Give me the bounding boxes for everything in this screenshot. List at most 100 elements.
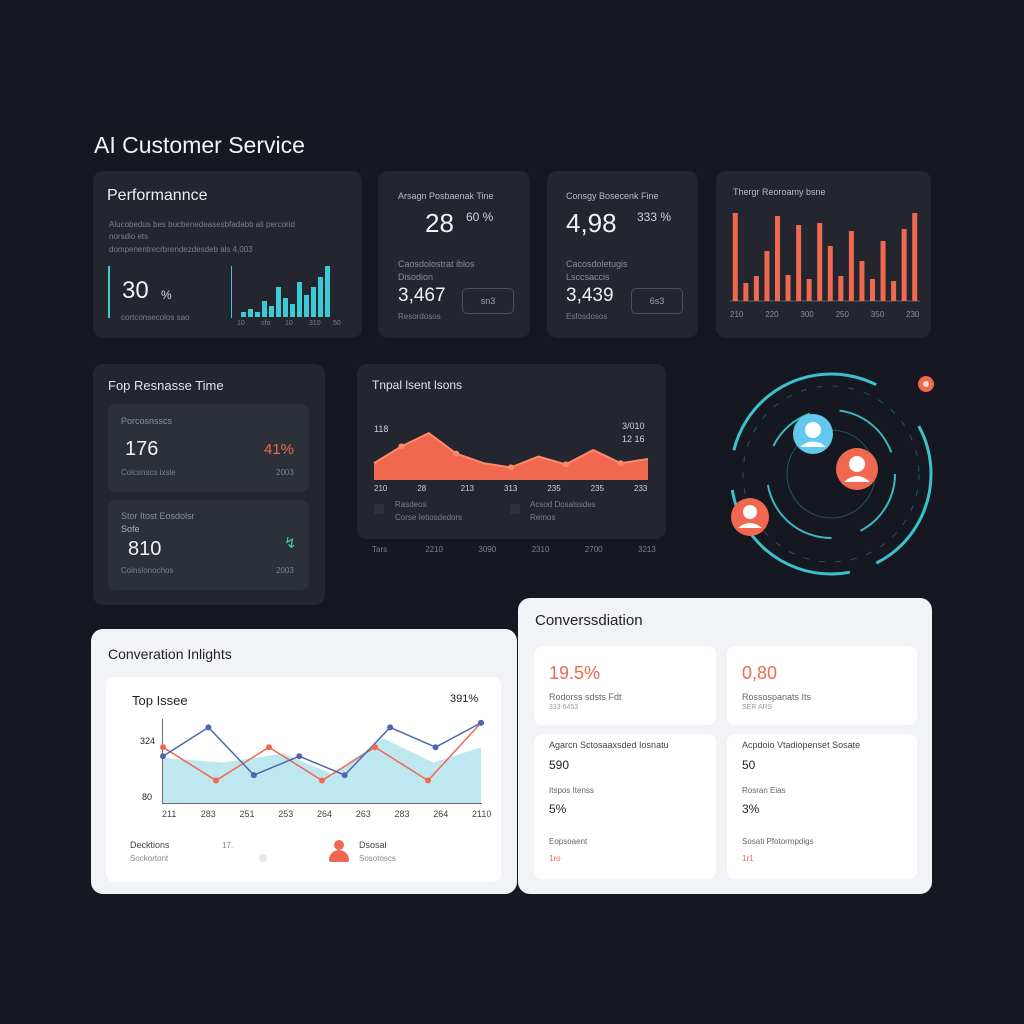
trend-below-tick-0: Tars [372, 545, 388, 554]
insights-y-axis [162, 719, 163, 803]
conversation-detail2-v2: 3% [742, 802, 760, 816]
performance-value: 30 [122, 277, 149, 304]
conversation-kpi1-label: Rodorss sdsts Fdt [549, 692, 622, 702]
trend-point [562, 461, 569, 468]
performance-bar [276, 287, 281, 317]
performance-bar [255, 311, 260, 317]
conversation-detail1-label: Itspos Itenss [549, 786, 594, 795]
performance-desc-3: dompenentrecrbrendezdesdeb als 4,003 [109, 245, 253, 254]
conversation-detail-1: Agarcn Sctosaaxsded Iosnatu 590 Itspos I… [534, 734, 716, 879]
conversation-kpi2-label: Rossospanats Its [742, 692, 812, 702]
conversation-card: Converssdiation 19.5% Rodorss sdsts Fdt … [518, 598, 932, 894]
insights-chart-pct: 391% [450, 693, 479, 705]
insights-tick-8: 2110 [472, 809, 492, 819]
conversation-kpi1-value: 19.5% [549, 663, 601, 683]
insights-blue-point [250, 772, 257, 779]
response-box1-pct: 41% [264, 441, 295, 458]
performance-bar [262, 300, 267, 317]
kpi2-button[interactable]: 6s3 [631, 288, 683, 314]
trend-below-tick-4: 2700 [584, 545, 603, 554]
orbit-graphic [729, 372, 934, 576]
insights-line-chart [160, 719, 484, 803]
bar [817, 223, 823, 301]
performance-tick-3: 310 [309, 320, 321, 327]
performance-bar [325, 265, 330, 317]
insights-coral-point [319, 777, 325, 784]
trend-legend-2b: Remos [530, 513, 556, 522]
trend-tick-3: 313 [504, 484, 518, 493]
conversation-insights-card: Converation Inlights Top Issee 391% 324 … [91, 629, 517, 894]
user-avatar-icon [327, 839, 351, 863]
conversation-kpi1-sub: 333 6453 [549, 704, 579, 711]
performance-tick-2: 10 [285, 320, 293, 327]
kpi1-label-2: Disodion [398, 272, 434, 282]
kpi1-button[interactable]: sn3 [462, 288, 514, 314]
bar-chart-tick-2: 300 [800, 310, 814, 319]
trend-below-tick-3: 2310 [531, 545, 550, 554]
performance-axis: 10 sfo 10 310 50 [237, 320, 347, 330]
response-box2-label-2: Sofe [121, 524, 140, 534]
trend-point [453, 450, 460, 457]
bar [775, 216, 780, 301]
response-box1-year: 2003 [276, 468, 294, 477]
insights-coral-point [266, 744, 272, 751]
trend-below-axis: Tars 2210 3090 2310 2700 3213 [372, 545, 656, 555]
user-avatar-icon-coral-small [731, 498, 769, 536]
legend-square-1 [374, 504, 384, 514]
conversation-detail1-v2: 5% [549, 802, 567, 816]
performance-title: Performannce [107, 187, 208, 204]
trend-tick-4: 235 [547, 484, 561, 493]
performance-tick-1: sfo [261, 320, 271, 327]
trend-point [508, 464, 514, 471]
kpi1-suffix: 60 % [466, 210, 494, 224]
insights-tick-4: 264 [317, 809, 333, 819]
kpi2-label-1: Cacosdoletugis [566, 259, 628, 269]
insights-chart-panel: Top Issee 391% 324 80 211 283 251 253 264 263… [106, 677, 501, 882]
performance-bar [318, 276, 323, 317]
response-box1-value: 176 [125, 438, 159, 460]
conversation-kpi2-value: 0,80 [742, 663, 778, 683]
conversation-detail1-label-2: Eopsoaent [549, 837, 588, 846]
page-title: AI Customer Service [94, 132, 305, 158]
insights-blue-point [341, 772, 348, 779]
bar [796, 225, 802, 301]
insights-blue-point [478, 719, 484, 726]
orbit-outer-ring [729, 372, 933, 576]
bar-chart-tick-5: 230 [906, 310, 920, 319]
bar [901, 229, 907, 301]
performance-desc-1: Alucobedus bes bucbenedeasesbfadabb ali … [109, 220, 295, 229]
insights-tick-2: 251 [239, 809, 255, 819]
performance-bar [304, 295, 309, 317]
insights-coral-point [425, 777, 431, 784]
kpi2-caption: Esfosdosos [566, 312, 608, 321]
insights-tick-1: 283 [200, 809, 216, 819]
insights-legend-1: Decktions [130, 840, 170, 850]
performance-bar [283, 298, 288, 317]
insights-legend-2: Dsosal [359, 840, 387, 850]
bar-chart-tick-4: 350 [870, 310, 885, 319]
user-avatar-icon-blue [793, 414, 833, 454]
performance-bar [241, 311, 246, 317]
trend-tick-5: 235 [590, 484, 605, 493]
bar [827, 246, 833, 301]
performance-bar [297, 281, 302, 317]
response-box2-label: Stor Itost Eosdolsr [121, 511, 195, 521]
bar [753, 276, 759, 301]
bar-chart-card: Thergr Reoroamy bsne 210 220 300 250 350 230 [716, 171, 931, 338]
insights-blue-line [162, 722, 482, 776]
response-box2-year: 2003 [276, 566, 294, 575]
kpi1-caption: Resordosos [398, 312, 441, 321]
conversation-detail2-v1: 50 [742, 758, 756, 772]
response-box2-value: 810 [128, 538, 162, 560]
conversation-detail2-title: Acpdoio Vtadiopenset Sosate [742, 740, 861, 750]
bar [785, 275, 791, 301]
insights-x-axis [162, 803, 482, 804]
trend-legend-1b: Corse Ietiosdedors [395, 513, 463, 522]
conversation-detail2-v3: 1r1 [742, 854, 754, 863]
kpi-card-2: Consgy Bosecenk Fine 4,98 333 % Cacosdol… [547, 171, 698, 338]
trend-point [617, 460, 624, 467]
performance-bar [311, 287, 316, 317]
response-box1-label: Porcosnsscs [121, 416, 173, 426]
response-time-card: Fop Resnasse Time Porcosnsscs 176 41% Co… [93, 364, 325, 605]
bar [848, 231, 854, 301]
